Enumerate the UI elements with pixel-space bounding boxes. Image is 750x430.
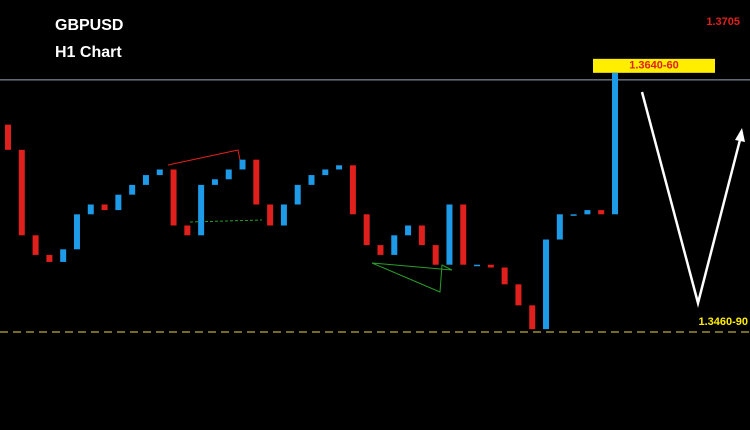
candle-body <box>280 204 287 226</box>
candle-body <box>308 175 315 185</box>
candle-body <box>612 72 618 215</box>
candle-body <box>515 284 522 306</box>
candle-body <box>129 184 136 195</box>
candle-body <box>170 169 177 226</box>
candle-body <box>46 254 53 262</box>
candle-body <box>32 235 39 255</box>
candle-body <box>363 214 370 246</box>
level-label-box <box>593 58 715 73</box>
candle-body <box>322 169 329 176</box>
candle-body <box>377 245 384 255</box>
candle-body <box>432 245 439 265</box>
candle-body <box>584 210 591 215</box>
candle-body <box>60 249 67 262</box>
candle-body <box>5 124 11 150</box>
chart-subtitle: H1 Chart <box>55 44 122 61</box>
candle-body <box>156 169 163 176</box>
price-label: 1.3705 <box>706 16 740 28</box>
pattern-line <box>371 262 453 293</box>
candle-body <box>101 204 108 211</box>
candle-body <box>446 204 453 265</box>
candle-body <box>598 210 605 215</box>
candle-body <box>115 194 122 211</box>
candle-body <box>211 179 218 185</box>
candle-body <box>570 214 577 216</box>
candle-body <box>142 175 149 185</box>
candle-body <box>184 225 191 236</box>
projection-arrow <box>640 91 744 308</box>
candle-body <box>349 165 356 215</box>
candle-body <box>418 225 425 246</box>
candle-body <box>543 239 550 330</box>
candle-body <box>391 235 398 255</box>
candle-body <box>87 204 94 215</box>
candle-body <box>225 169 232 180</box>
candle-body <box>474 264 481 267</box>
level-label: 1.3460-90 <box>698 316 748 328</box>
pattern-line <box>167 149 241 166</box>
level-label: 1.3640-60 <box>629 60 679 72</box>
arrow-head <box>735 128 745 142</box>
candle-body <box>294 184 301 205</box>
candle-body <box>501 267 508 285</box>
chart-title: GBPUSD <box>55 17 123 34</box>
candle-body <box>18 149 25 236</box>
candle-body <box>460 204 467 265</box>
candle-body <box>198 184 205 236</box>
candle-body <box>529 305 536 330</box>
candle-body <box>253 159 260 205</box>
candle-body <box>267 204 274 226</box>
candle-body <box>239 159 246 170</box>
candle-body <box>556 214 563 240</box>
candle-body <box>487 264 494 268</box>
candle-body <box>73 214 80 250</box>
candle-body <box>336 165 343 170</box>
candle-body <box>405 225 412 236</box>
